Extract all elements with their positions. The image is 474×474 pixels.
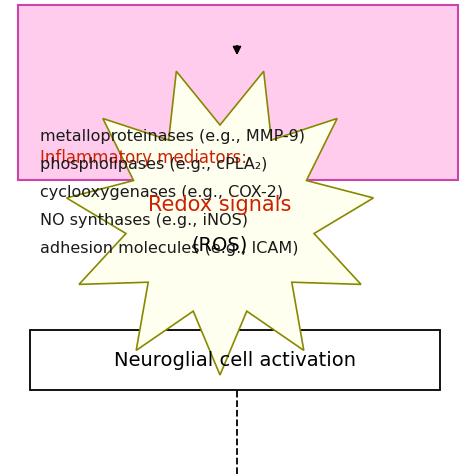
Text: Inflammatory mediators:: Inflammatory mediators:: [40, 149, 247, 167]
Text: Neuroglial cell activation: Neuroglial cell activation: [114, 350, 356, 370]
FancyBboxPatch shape: [30, 330, 440, 390]
Text: adhesion molecules (e.g., ICAM): adhesion molecules (e.g., ICAM): [40, 240, 299, 255]
Text: (ROS): (ROS): [192, 236, 248, 255]
Text: cyclooxygenases (e.g., COX-2): cyclooxygenases (e.g., COX-2): [40, 184, 283, 200]
Text: Redox signals: Redox signals: [148, 195, 292, 215]
Text: NO synthases (e.g., iNOS): NO synthases (e.g., iNOS): [40, 212, 248, 228]
Text: phospholipases (e.g., cPLA₂): phospholipases (e.g., cPLA₂): [40, 156, 267, 172]
Polygon shape: [66, 71, 374, 375]
FancyBboxPatch shape: [18, 5, 458, 180]
Text: metalloproteinases (e.g., MMP-9): metalloproteinases (e.g., MMP-9): [40, 128, 305, 144]
